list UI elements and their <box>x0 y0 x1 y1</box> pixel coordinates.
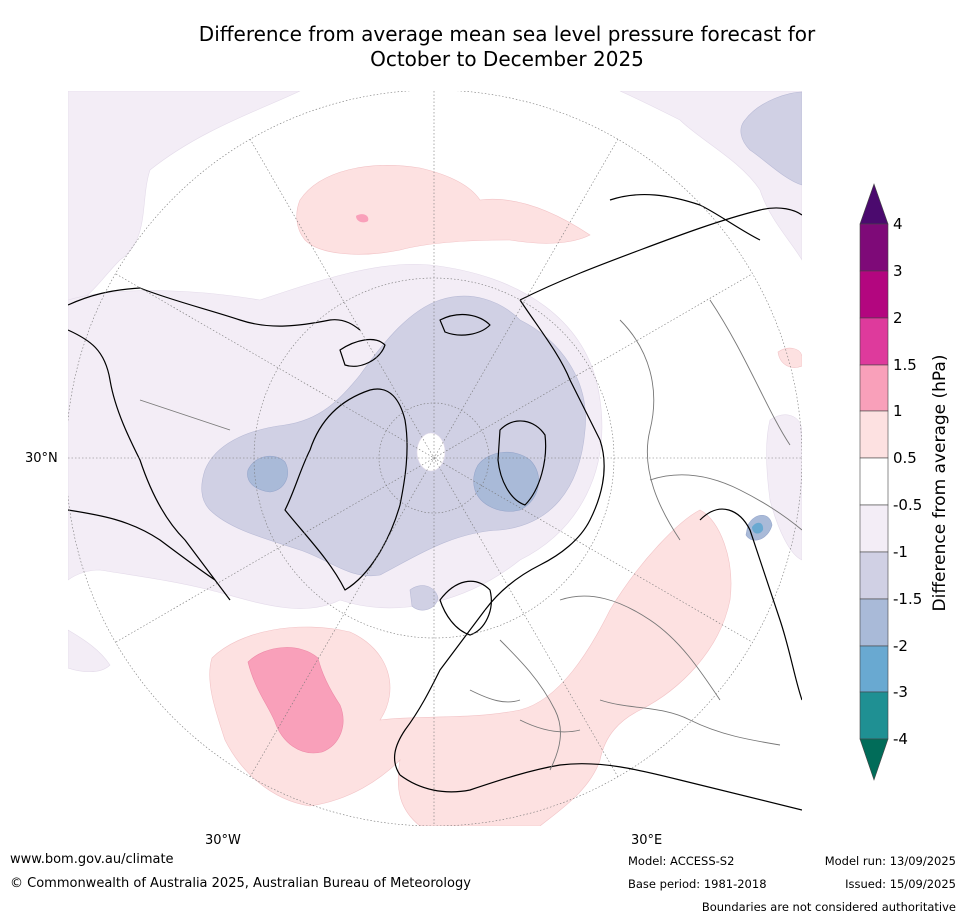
colorbar-minus-1.5-to-minus-2 <box>859 598 889 647</box>
anomaly-1-to-1.5 <box>247 647 344 754</box>
footer-disclaimer: Boundaries are not considered authoritat… <box>701 900 956 914</box>
country-borders <box>139 299 802 771</box>
colorbar-tick-1.5: 1.5 <box>893 356 917 374</box>
colorbar-title: Difference from average (hPa) <box>930 354 950 612</box>
footer-website: www.bom.gov.au/climate <box>10 852 174 867</box>
colorbar-1.5-to-2 <box>859 317 889 366</box>
colorbar-tick-minus-2: -2 <box>893 637 908 655</box>
anomaly-1-to-1.5-small <box>356 214 369 223</box>
graticule <box>68 91 802 826</box>
colorbar-minus-1-to-minus-1.5 <box>859 551 889 600</box>
colorbar-tick-0.5: 0.5 <box>893 449 917 467</box>
colorbar-3-to-4 <box>859 223 889 272</box>
colorbar-tick-minus-4: -4 <box>893 730 908 748</box>
colorbar-tick-minus-3: -3 <box>893 683 908 701</box>
anomaly-minus-1.5-to-minus-2 <box>247 452 773 541</box>
map-title: Difference from average mean sea level p… <box>0 22 965 72</box>
anomaly-above-half <box>209 165 802 826</box>
colorbar-minus-3-to-minus-4 <box>859 691 889 740</box>
colorbar-extend-top <box>859 183 889 225</box>
label-30e: 30°E <box>631 833 663 848</box>
colorbar-tick-minus-1: -1 <box>893 543 908 561</box>
footer-base-period: Base period: 1981-2018 <box>628 877 767 891</box>
colorbar-tick-minus-1.5: -1.5 <box>893 590 923 608</box>
colorbar-extend-bottom <box>859 738 889 781</box>
title-line-2: October to December 2025 <box>370 47 644 71</box>
title-line-1: Difference from average mean sea level p… <box>198 22 816 46</box>
colorbar-2-to-3 <box>859 270 889 319</box>
footer-model: Model: ACCESS-S2 <box>628 854 735 868</box>
colorbar-tick-minus-0.5: -0.5 <box>893 496 923 514</box>
polar-neutral-hole <box>416 432 446 472</box>
coastlines <box>68 193 802 811</box>
colorbar-0.5-to-1 <box>859 410 889 459</box>
colorbar <box>859 183 889 781</box>
label-30n: 30°N <box>25 451 58 466</box>
footer-copyright: © Commonwealth of Australia 2025, Austra… <box>10 876 471 891</box>
colorbar-minus-2-to-minus-3 <box>859 645 889 693</box>
colorbar-tick-1: 1 <box>893 402 903 420</box>
label-30w: 30°W <box>205 833 241 848</box>
colorbar-tick-3: 3 <box>893 262 903 280</box>
footer-model-run: Model run: 13/09/2025 <box>824 854 956 868</box>
colorbar-neutral <box>859 457 889 506</box>
colorbar-tick-4: 4 <box>893 215 903 233</box>
colorbar-minus-0.5-to-minus-1 <box>859 504 889 553</box>
colorbar-1-to-1.5 <box>859 364 889 412</box>
colorbar-tick-2: 2 <box>893 309 903 327</box>
footer-issued: Issued: 15/09/2025 <box>845 877 956 891</box>
anomaly-minus-2-to-minus-3 <box>752 522 764 534</box>
